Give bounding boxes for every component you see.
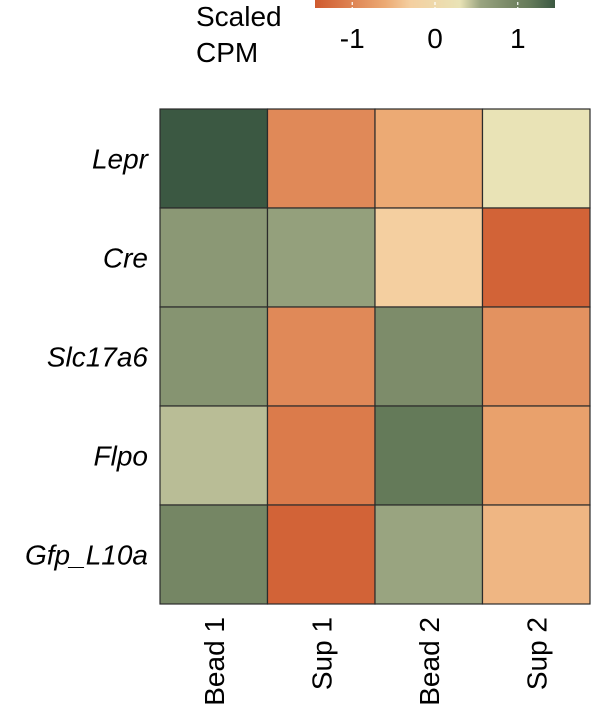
heatmap-cell [374,405,484,506]
legend-tick-label: 1 [510,23,526,54]
legend-tick-label: 0 [427,23,443,54]
column-label: Sup 1 [306,617,337,690]
heatmap-cell [481,108,591,209]
column-label: Sup 2 [521,617,552,690]
row-label: Gfp_L10a [25,540,148,571]
heatmap-cell [266,504,376,605]
row-label: Flpo [94,441,148,472]
heatmap-cell [266,405,376,506]
heatmap-cell [266,207,376,308]
heatmap-cell [374,504,484,605]
heatmap-cell [266,108,376,209]
heatmap-cell [159,108,269,209]
column-label: Bead 1 [199,617,230,706]
heatmap-cell [159,405,269,506]
heatmap-cell [374,108,484,209]
heatmap-cell [481,504,591,605]
heatmap-cell [481,207,591,308]
heatmap-cell [481,405,591,506]
heatmap-cell [159,504,269,605]
row-label: Cre [103,243,148,274]
legend-tick-label: -1 [340,23,365,54]
heatmap-cell [266,306,376,407]
legend-title: Scaled [196,1,282,32]
row-label: Slc17a6 [47,342,149,373]
heatmap-cell [159,207,269,308]
heatmap-cell [374,306,484,407]
heatmap-cell [159,306,269,407]
heatmap-cell [374,207,484,308]
row-label: Lepr [92,144,150,175]
legend-title: CPM [196,37,258,68]
column-label: Bead 2 [414,617,445,706]
heatmap-cell [481,306,591,407]
